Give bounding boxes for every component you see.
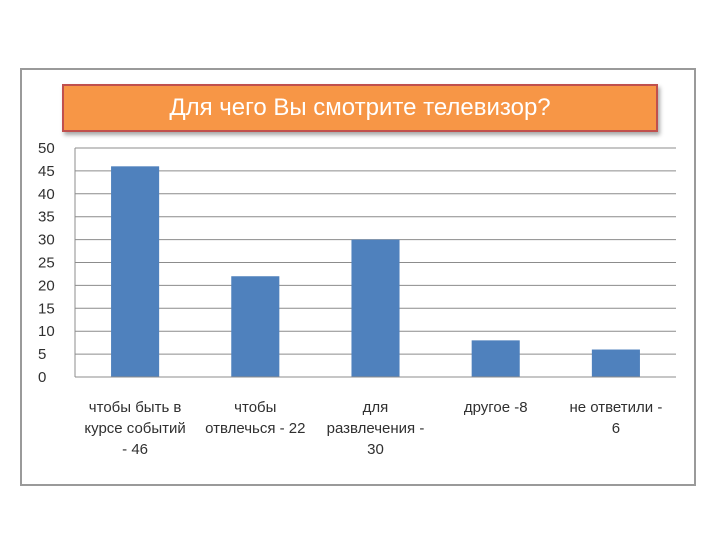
y-tick-label: 50: [38, 140, 55, 157]
bar: [351, 239, 400, 377]
y-tick-label: 10: [38, 323, 55, 340]
x-category-label: 6: [612, 420, 620, 437]
y-tick-label: 0: [38, 369, 46, 386]
x-category-label: не ответили -: [569, 399, 662, 416]
bars: [111, 166, 640, 377]
axes: [74, 148, 676, 378]
chart-title: Для чего Вы смотрите телевизор?: [62, 84, 658, 132]
bar: [231, 276, 280, 377]
bar: [591, 349, 640, 377]
y-tick-label: 25: [38, 255, 55, 272]
y-tick-label: 40: [38, 186, 55, 203]
x-category-label: 30: [367, 441, 384, 458]
x-category-label: чтобы: [234, 399, 276, 416]
y-tick-label: 15: [38, 300, 55, 317]
bar: [111, 166, 160, 377]
x-category-label: чтобы быть в: [89, 399, 182, 416]
y-tick-label: 5: [38, 346, 46, 363]
x-category-label: для: [363, 399, 389, 416]
gridlines: [75, 147, 676, 355]
x-category-label: развлечения -: [327, 420, 425, 437]
x-category-label: - 46: [122, 441, 148, 458]
y-tick-labels: 0 5 10 15 20 25 30 35 40 45 50: [38, 140, 55, 386]
chart-title-text: Для чего Вы смотрите телевизор?: [169, 94, 551, 121]
x-category-labels: чтобы быть в курсе событий - 46 чтобы отвлеч…: [84, 399, 662, 458]
y-tick-label: 20: [38, 277, 55, 294]
x-category-label: курсе событий: [84, 420, 185, 437]
x-category-label: другое -8: [464, 399, 528, 416]
y-tick-label: 35: [38, 209, 55, 226]
y-tick-label: 30: [38, 232, 55, 249]
x-category-label: отвлечься - 22: [205, 420, 305, 437]
bar: [471, 340, 520, 377]
y-tick-label: 45: [38, 163, 55, 180]
